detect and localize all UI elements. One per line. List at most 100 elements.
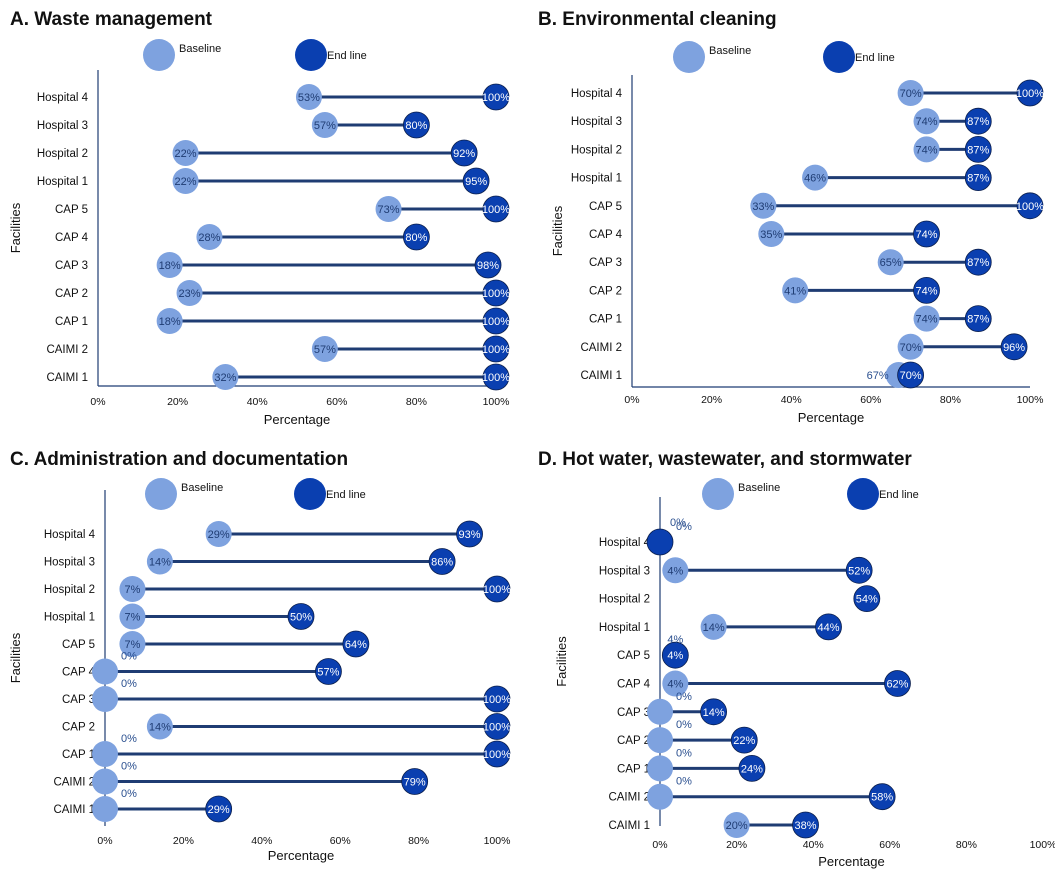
endline-dot: [884, 670, 911, 697]
category-label: CAP 1: [62, 749, 95, 761]
baseline-dot: [212, 364, 239, 390]
endline-value-label: 100%: [482, 316, 510, 328]
endline-dot: [402, 223, 430, 251]
endline-dot: [482, 195, 510, 223]
x-tick-label: 100%: [1017, 394, 1044, 406]
category-label: CAP 4: [55, 232, 89, 244]
category-label: CAP 5: [589, 201, 622, 213]
baseline-value-label: 0%: [676, 776, 692, 788]
category-label: CAIMI 1: [608, 820, 650, 832]
x-tick-label: 20%: [173, 835, 194, 847]
legend-baseline-label: Baseline: [709, 45, 751, 57]
category-label: Hospital 2: [599, 594, 650, 606]
baseline-value-label: 28%: [198, 232, 220, 244]
endline-value-label: 100%: [483, 749, 511, 761]
baseline-dot: [647, 783, 673, 810]
baseline-value-label: 7%: [124, 584, 140, 596]
endline-value-label: 100%: [482, 344, 510, 356]
legend-baseline-label: Baseline: [181, 482, 223, 494]
baseline-dot: [913, 108, 940, 135]
baseline-value-label: 53%: [298, 92, 320, 104]
x-tick-label: 60%: [326, 396, 347, 408]
endline-value-label: 70%: [900, 370, 922, 382]
panel-b: B. Environmental cleaning Baseline End lin…: [538, 9, 1044, 425]
category-label: CAP 3: [55, 260, 88, 272]
baseline-dot: [172, 140, 199, 166]
category-label: CAIMI 2: [580, 342, 622, 354]
category-label: Hospital 3: [599, 565, 650, 577]
endline-value-label: 52%: [848, 565, 870, 577]
baseline-dot: [311, 112, 338, 138]
x-tick-label: 100%: [1030, 839, 1055, 851]
baseline-value-label: 0%: [676, 747, 692, 759]
baseline-value-label: 4%: [667, 565, 683, 577]
baseline-value-label: 67%: [867, 370, 889, 382]
baseline-value-label: 4%: [667, 634, 683, 646]
baseline-value-label: 0%: [676, 719, 692, 731]
legend-baseline-marker: [143, 39, 175, 71]
baseline-dot: [913, 136, 940, 163]
endline-dot: [482, 363, 510, 391]
y-axis-title: Facilities: [550, 205, 565, 256]
endline-dot: [462, 167, 490, 195]
x-tick-label: 80%: [956, 839, 977, 851]
baseline-dot: [913, 305, 940, 332]
legend-endline-label: End line: [327, 50, 367, 62]
legend-endline-marker: [847, 478, 879, 510]
baseline-dot: [700, 613, 727, 640]
endline-value-label: 100%: [482, 372, 510, 384]
baseline-dot: [647, 755, 673, 782]
baseline-value-label: 0%: [676, 691, 692, 703]
baseline-dot: [782, 277, 809, 304]
baseline-value-label: 57%: [314, 344, 336, 356]
baseline-value-label: 70%: [900, 342, 922, 354]
endline-value-label: 86%: [431, 557, 453, 569]
x-axis-title: Percentage: [268, 848, 335, 863]
legend-baseline-marker: [673, 41, 705, 73]
endline-value-label: 80%: [405, 120, 427, 132]
baseline-value-label: 4%: [667, 679, 683, 691]
category-label: CAP 2: [617, 735, 650, 747]
endline-dot: [964, 135, 992, 163]
endline-value-label: 98%: [477, 260, 499, 272]
endline-dot: [456, 520, 483, 548]
category-label: CAP 2: [62, 722, 95, 734]
baseline-dot: [119, 576, 146, 602]
x-tick-label: 20%: [726, 839, 747, 851]
endline-dot: [964, 107, 992, 135]
endline-dot: [845, 556, 873, 584]
category-label: Hospital 4: [44, 529, 96, 541]
baseline-value-label: 65%: [880, 257, 902, 269]
baseline-value-label: 74%: [916, 144, 938, 156]
x-tick-label: 0%: [652, 839, 667, 851]
endline-value-label: 38%: [795, 820, 817, 832]
baseline-dot: [146, 548, 173, 575]
category-label: CAP 1: [617, 763, 650, 775]
endline-value-label: 100%: [482, 204, 510, 216]
baseline-dot: [802, 164, 829, 191]
endline-value-label: 74%: [916, 285, 938, 297]
endline-dot: [342, 630, 370, 658]
endline-value-label: 87%: [967, 257, 989, 269]
endline-value-label: 44%: [818, 622, 840, 634]
panel-c: C. Administration and documentation Basel…: [8, 449, 511, 863]
x-tick-label: 100%: [484, 835, 511, 847]
baseline-dot: [172, 168, 199, 194]
x-tick-label: 0%: [97, 835, 112, 847]
baseline-dot: [92, 686, 118, 712]
baseline-value-label: 33%: [752, 201, 774, 213]
endline-value-label: 62%: [886, 679, 908, 691]
endline-value-label: 29%: [208, 804, 230, 816]
x-axis-title: Percentage: [264, 412, 331, 427]
panel-a: A. Waste management Baseline End line 0% 20%…: [8, 9, 510, 427]
y-axis-title: Facilities: [8, 632, 23, 683]
category-label: CAP 3: [617, 707, 650, 719]
category-label: CAIMI 2: [46, 344, 88, 356]
baseline-value-label: 29%: [208, 529, 230, 541]
endline-dot: [287, 603, 315, 630]
category-label: CAP 5: [55, 204, 88, 216]
x-tick-label: 60%: [860, 394, 881, 406]
endline-dot: [815, 613, 842, 641]
panel-title: C. Administration and documentation: [10, 449, 348, 470]
